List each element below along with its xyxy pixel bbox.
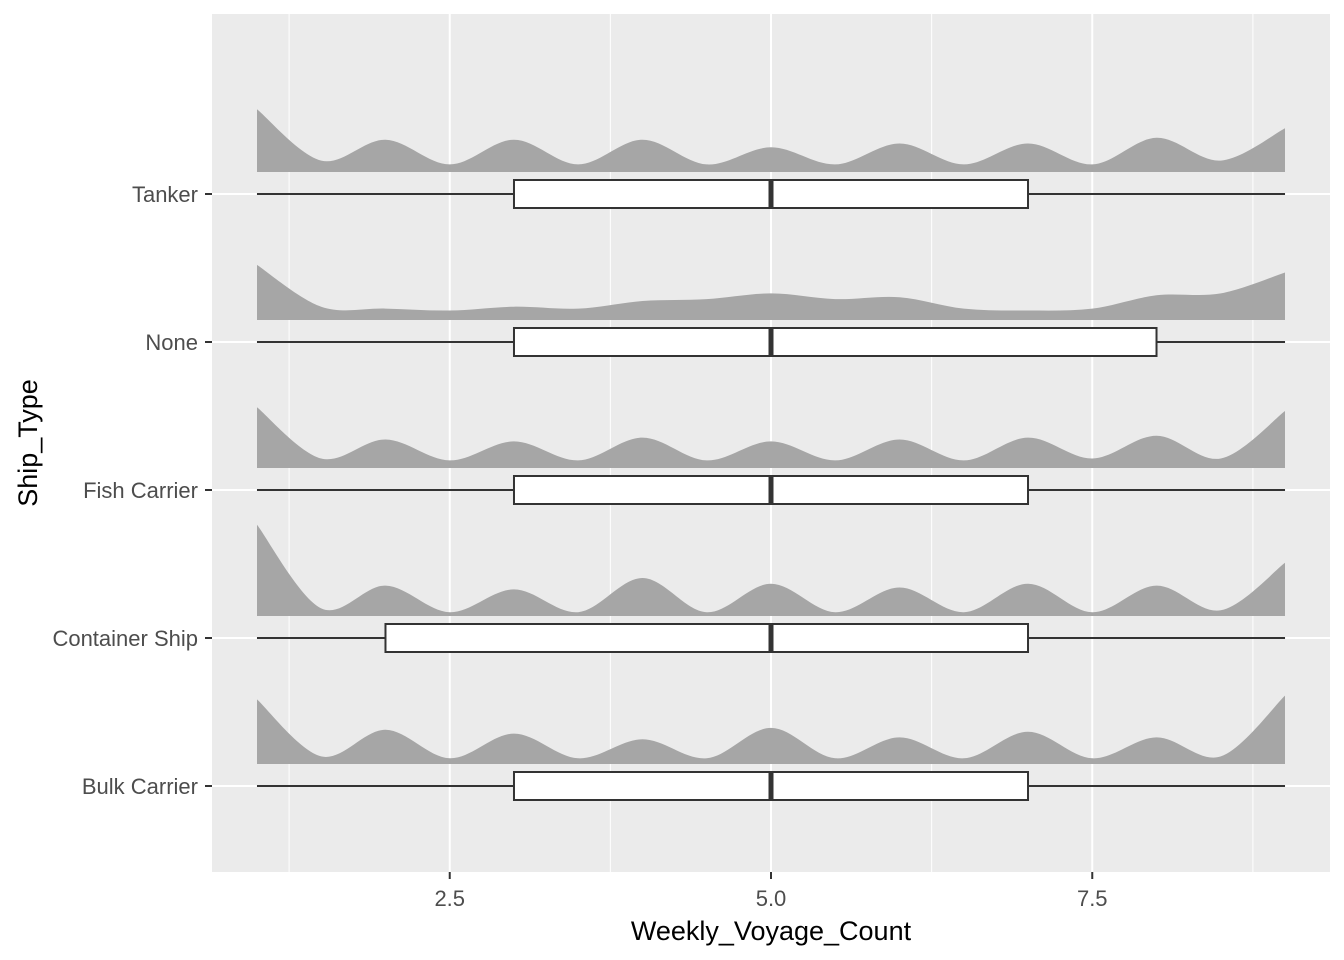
density-layer xyxy=(257,109,1285,764)
x-tick-label: 5.0 xyxy=(756,886,787,911)
boxplot-container-ship xyxy=(256,623,1286,653)
x-tick-label: 2.5 xyxy=(434,886,465,911)
box-iqr xyxy=(512,327,1158,357)
y-tick-label: Container Ship xyxy=(52,626,198,651)
y-tick-label: Tanker xyxy=(132,182,198,207)
y-tick-label: Fish Carrier xyxy=(83,478,198,503)
box-iqr xyxy=(384,623,1030,653)
y-tick-label: Bulk Carrier xyxy=(82,774,198,799)
y-axis: Bulk Carrier Container Ship Fish Carrier No… xyxy=(52,182,212,799)
density-none xyxy=(257,264,1285,320)
x-tick-label: 7.5 xyxy=(1077,886,1108,911)
density-tanker xyxy=(257,109,1285,172)
density-fish-carrier xyxy=(257,407,1285,468)
y-tick-label: None xyxy=(145,330,198,355)
boxplot-fish-carrier xyxy=(256,475,1286,505)
boxplot-bulk-carrier xyxy=(256,771,1286,801)
x-axis: 2.5 5.0 7.5 xyxy=(434,872,1108,911)
boxplot-layer xyxy=(256,179,1286,801)
density-bulk-carrier xyxy=(257,695,1285,764)
density-container-ship xyxy=(257,524,1285,616)
x-axis-title: Weekly_Voyage_Count xyxy=(631,916,912,946)
boxplot-tanker xyxy=(256,179,1286,209)
boxplot-none xyxy=(256,327,1286,357)
y-axis-title: Ship_Type xyxy=(13,379,43,507)
